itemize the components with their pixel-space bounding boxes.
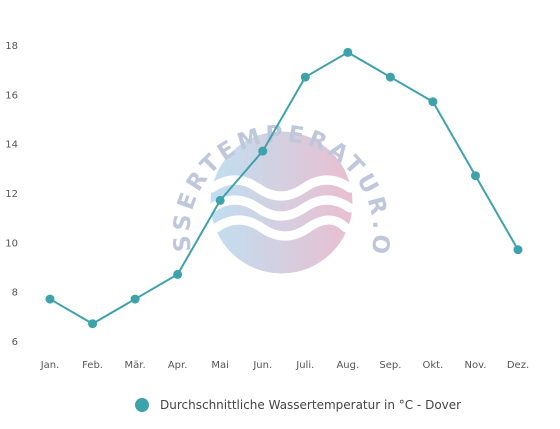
data-point[interactable]	[215, 195, 225, 205]
legend-label: Durchschnittliche Wassertemperatur in °C…	[160, 398, 461, 412]
y-axis: 6 8 10 12 14 16 18	[5, 41, 18, 348]
data-point[interactable]	[173, 269, 183, 279]
y-tick-label: 18	[5, 41, 18, 52]
series-line	[49, 51, 519, 325]
data-point[interactable]	[300, 72, 310, 82]
data-point[interactable]	[470, 171, 480, 181]
series-layer	[45, 47, 523, 329]
data-point[interactable]	[513, 245, 523, 255]
data-point[interactable]	[45, 294, 55, 304]
x-tick-label: Feb.	[82, 360, 103, 371]
x-tick-label: Mär.	[125, 360, 146, 371]
x-tick-label: Dez.	[507, 360, 529, 371]
watermark-wave-1	[207, 175, 355, 201]
watermark-wave-2	[207, 195, 355, 221]
data-point[interactable]	[88, 319, 98, 329]
x-tick-label: Nov.	[464, 360, 486, 371]
x-tick-label: Jun.	[252, 360, 272, 371]
x-tick-label: Aug.	[336, 360, 359, 371]
y-tick-label: 16	[5, 90, 18, 101]
watermark-wave-3	[211, 215, 351, 241]
x-tick-label: Okt.	[423, 360, 444, 371]
watermark-logo: WASSERTEMPERATUR.ORG	[0, 0, 390, 274]
data-point[interactable]	[258, 146, 268, 156]
x-tick-label: Jan.	[40, 360, 60, 371]
data-point[interactable]	[428, 97, 438, 107]
x-tick-label: Mai	[211, 360, 229, 371]
legend-marker	[135, 398, 149, 412]
data-point[interactable]	[130, 294, 140, 304]
y-tick-label: 8	[12, 288, 18, 299]
x-tick-label: Apr.	[168, 360, 188, 371]
y-tick-label: 6	[12, 337, 18, 348]
y-tick-label: 12	[5, 189, 18, 200]
data-point[interactable]	[343, 47, 353, 57]
y-tick-label: 14	[5, 140, 18, 151]
legend[interactable]: Durchschnittliche Wassertemperatur in °C…	[135, 398, 461, 412]
x-tick-label: Sep.	[379, 360, 401, 371]
y-tick-label: 10	[5, 238, 18, 249]
watermark-circle	[210, 131, 353, 274]
x-tick-label: Juli.	[295, 360, 314, 371]
x-axis: Jan. Feb. Mär. Apr. Mai Jun. Juli. Aug. Sep. Okt.…	[40, 360, 529, 371]
data-point[interactable]	[385, 72, 395, 82]
